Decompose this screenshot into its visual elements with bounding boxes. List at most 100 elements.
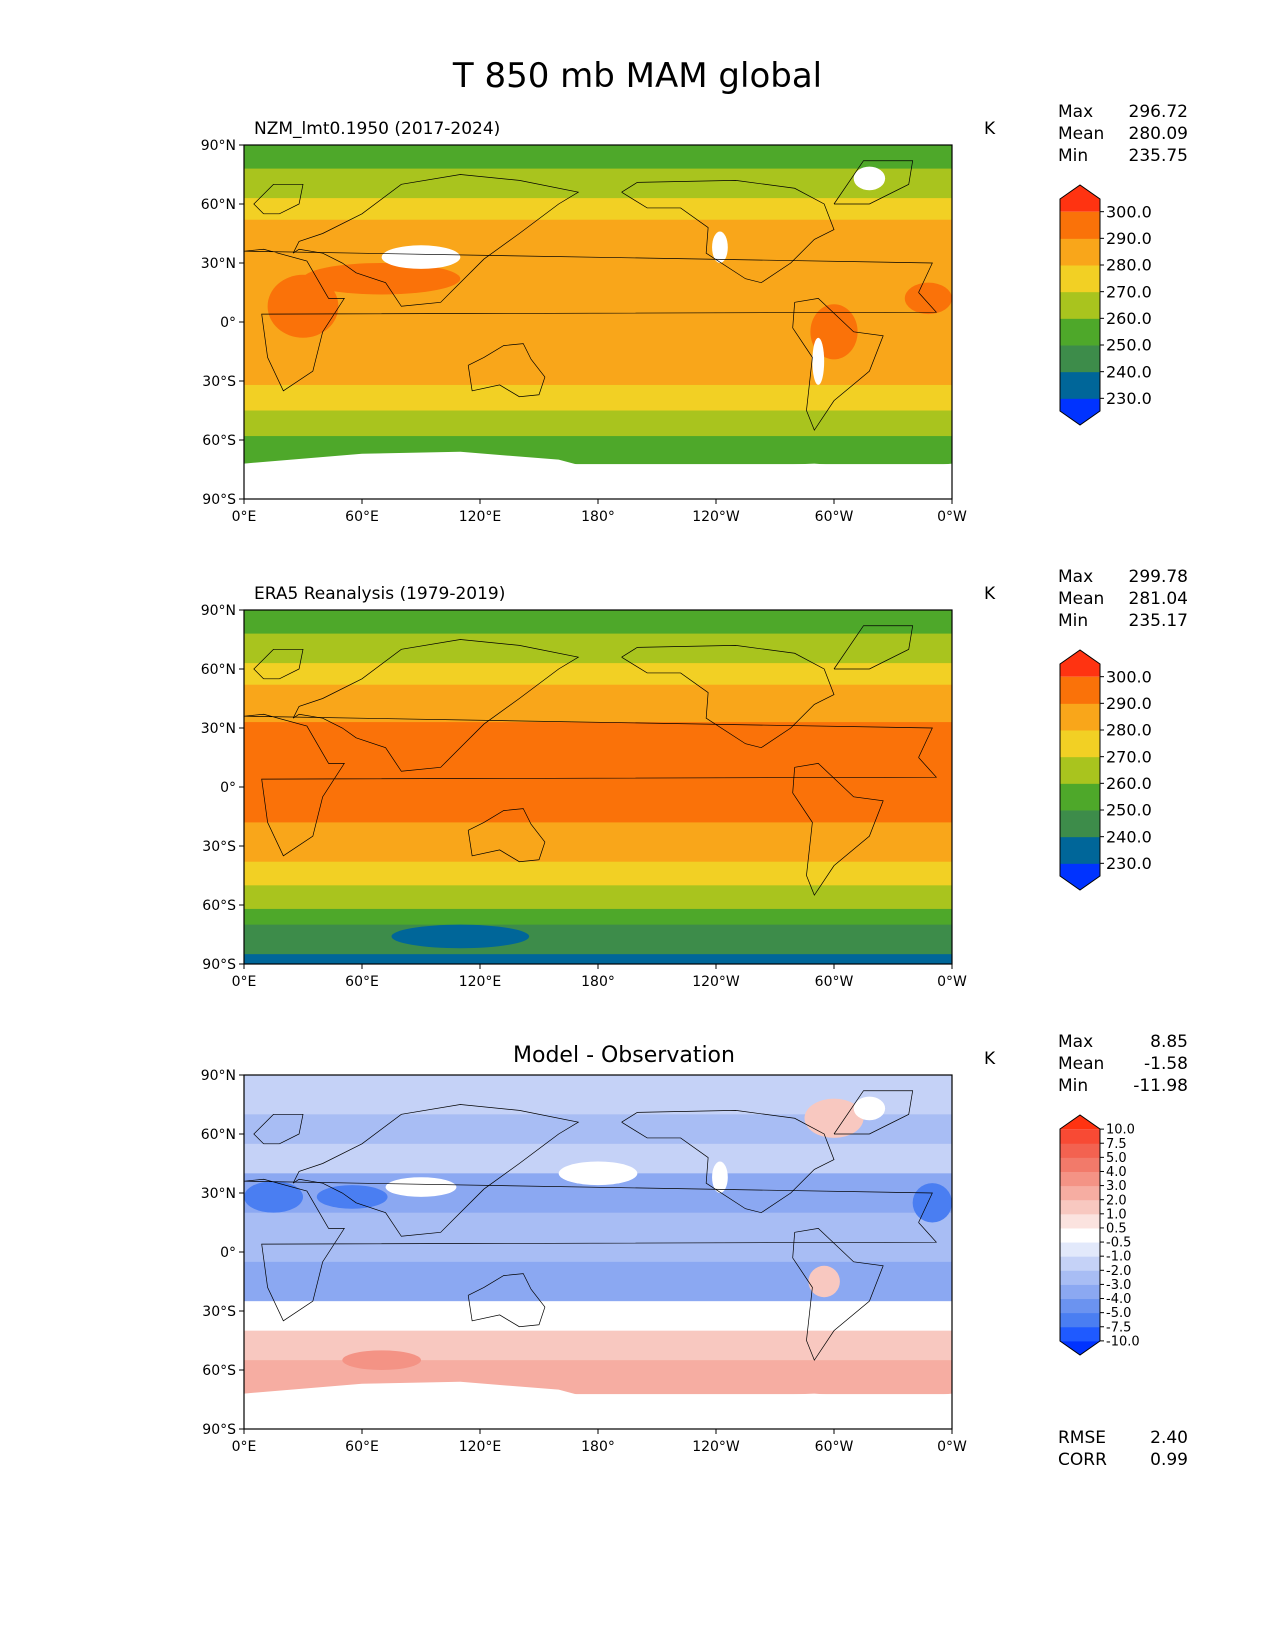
field-band: [244, 410, 952, 437]
map-plot: 90°N 60°N 30°N 0° 30°S 60°S 90°S0°E 60°E 120°E 18…: [201, 138, 967, 525]
coastline: [833, 625, 914, 670]
colorbar-label: 290.0: [1106, 694, 1152, 713]
colorbar-label: 1.0: [1106, 1207, 1127, 1222]
stat-min: 235.17: [1128, 611, 1188, 631]
lat-tick-label: 0°: [220, 780, 236, 796]
colorbar-segment: [1060, 1298, 1100, 1314]
coastline: [467, 1273, 546, 1328]
colorbar-segment: [1060, 1284, 1100, 1300]
field-blob: [912, 1183, 952, 1223]
colorbar-segment: [1060, 1143, 1100, 1158]
extra-stats-box: RMSE 2.40 CORR 0.99: [1058, 1427, 1188, 1471]
lon-tick-label: 180°: [581, 1439, 615, 1455]
lat-tick-label: 90°N: [201, 138, 236, 154]
colorbar-label: 250.0: [1106, 801, 1152, 820]
lat-tick-label: 60°N: [201, 197, 236, 213]
coastline: [253, 648, 304, 680]
lat-tick-label: 60°S: [202, 1363, 236, 1379]
field-band: [244, 168, 952, 199]
field-layer: [244, 1075, 952, 1429]
colorbar-label: 290.0: [1106, 229, 1152, 248]
coastline: [253, 183, 304, 215]
colorbar-label: 300.0: [1106, 202, 1152, 221]
field-blob: [303, 263, 461, 295]
colorbar-label: -5.0: [1106, 1306, 1131, 1321]
colorbar-segment: [1060, 1213, 1100, 1229]
panel-title: NZM_lmt0.1950 (2017-2024): [254, 119, 501, 139]
lon-tick-label: 0°W: [937, 974, 967, 990]
colorbar-segment: [1060, 1129, 1100, 1144]
field-band: [244, 219, 952, 268]
lon-tick-label: 60°E: [345, 974, 379, 990]
lon-tick-label: 120°E: [459, 1439, 502, 1455]
field-blob: [267, 274, 339, 338]
stat-max-label: Max: [1058, 567, 1094, 587]
colorbar-label: 260.0: [1106, 774, 1152, 793]
stat-max-label: Max: [1058, 102, 1094, 122]
figure-title: T 850 mb MAM global: [452, 56, 823, 96]
lat-tick-label: 60°N: [201, 1127, 236, 1143]
colorbar-label: 280.0: [1106, 721, 1152, 740]
stat-corr-label: CORR: [1058, 1450, 1107, 1470]
lat-tick-label: 90°N: [201, 1068, 236, 1084]
coastline: [621, 1110, 835, 1214]
stats-box: Max 299.78 Mean 281.04 Min 235.17: [1058, 566, 1188, 632]
colorbar-label: -10.0: [1106, 1334, 1140, 1349]
field-band: [244, 145, 952, 170]
panel-units: K: [984, 1049, 996, 1069]
lat-tick-label: 60°S: [202, 898, 236, 914]
stat-mean: 281.04: [1128, 589, 1188, 609]
colorbar-outline: [1059, 184, 1101, 426]
lon-tick-label: 180°: [581, 509, 615, 525]
stat-min-label: Min: [1058, 611, 1089, 631]
panel-units: K: [984, 584, 996, 604]
coastline: [792, 1228, 884, 1361]
field-band: [244, 908, 952, 926]
lon-tick-label: 60°E: [345, 1439, 379, 1455]
lon-tick-label: 0°E: [232, 1439, 257, 1455]
field-layer: [244, 145, 952, 499]
lat-tick-label: 90°S: [202, 492, 236, 508]
field-blob: [342, 1350, 421, 1370]
colorbar-outline: [1059, 649, 1101, 891]
colorbar-segment: [1060, 1171, 1100, 1187]
field-band: [244, 722, 952, 823]
colorbar-segment: [1060, 1185, 1100, 1201]
field-band: [244, 954, 952, 964]
colorbar-label: 7.5: [1106, 1137, 1127, 1152]
colorbar-label: 250.0: [1106, 336, 1152, 355]
stat-max: 296.72: [1128, 102, 1188, 122]
lat-tick-label: 60°N: [201, 662, 236, 678]
field-band: [244, 861, 952, 886]
colorbar-segment: [1060, 238, 1100, 266]
colorbar-label: 230.0: [1106, 389, 1152, 408]
colorbar-label: -4.0: [1106, 1292, 1131, 1307]
colorbar-segment: [1060, 185, 1100, 212]
field-band: [244, 1301, 952, 1332]
colorbar-label: 260.0: [1106, 309, 1152, 328]
panel-title: Model - Observation: [513, 1043, 735, 1068]
colorbar: 230.0 240.0 250.0 260.0 270.0 280.0 290.0 300.0: [1059, 649, 1152, 891]
coastline: [621, 645, 835, 749]
colorbar-segment: [1060, 650, 1100, 677]
lon-tick-label: 0°W: [937, 509, 967, 525]
colorbar-label: -7.5: [1106, 1320, 1131, 1335]
lon-tick-label: 120°W: [692, 1439, 740, 1455]
colorbar: 230.0 240.0 250.0 260.0 270.0 280.0 290.0 300.0: [1059, 184, 1152, 426]
field-band: [244, 1261, 952, 1302]
colorbar-segment: [1060, 730, 1100, 758]
stats-box: Max 8.85 Mean -1.58 Min -11.98: [1058, 1031, 1188, 1097]
lon-tick-label: 120°W: [692, 974, 740, 990]
masked-region: [853, 166, 886, 191]
map-plot: 90°N 60°N 30°N 0° 30°S 60°S 90°S0°E 60°E 120°E 18…: [201, 603, 967, 990]
colorbar-segment: [1060, 1199, 1100, 1215]
field-band: [244, 684, 952, 723]
stat-max-label: Max: [1058, 1032, 1094, 1052]
lon-tick-label: 0°E: [232, 974, 257, 990]
colorbar-label: 2.0: [1106, 1193, 1127, 1208]
colorbar-segment: [1060, 676, 1100, 704]
field-band: [244, 924, 952, 955]
colorbar-segment: [1060, 1157, 1100, 1172]
coastline: [833, 160, 914, 205]
lon-tick-label: 120°E: [459, 509, 502, 525]
